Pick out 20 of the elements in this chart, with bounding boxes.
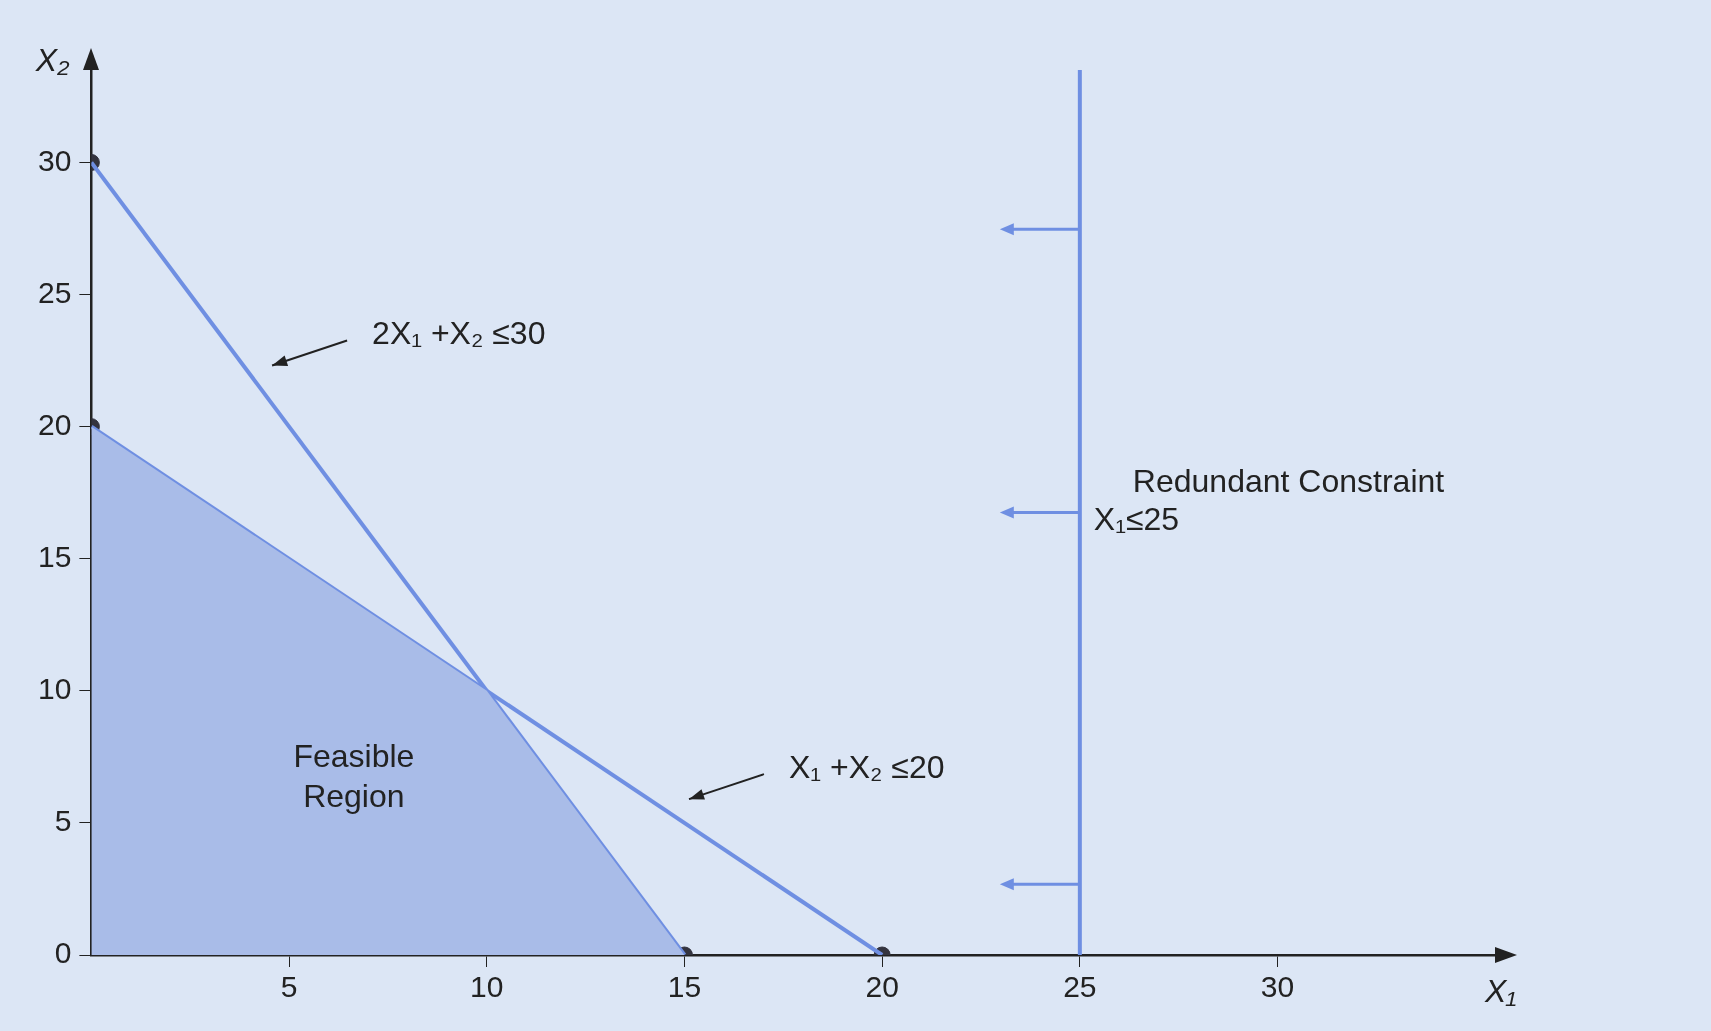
x-tick-label: 25: [1063, 970, 1097, 1004]
y-tick-label: 10: [37, 672, 72, 706]
y-tick-label: 0: [54, 936, 72, 970]
y-tick-label: 5: [54, 804, 72, 838]
y-tick-label: 25: [37, 275, 72, 309]
x-tick-label: 5: [280, 970, 298, 1004]
annotation: Feasible Region: [293, 737, 415, 814]
y-axis-title: X₂: [34, 41, 70, 78]
y-tick-label: 15: [37, 540, 72, 573]
x-tick-label: 10: [470, 970, 504, 1004]
x-axis-title: X₁: [1484, 972, 1517, 1009]
x-tick-label: 20: [865, 970, 899, 1004]
y-tick-label: 30: [37, 143, 72, 177]
x-tick-label: 15: [667, 970, 702, 1004]
y-tick-label: 20: [37, 407, 72, 441]
annotation: Redundant Constraint: [1132, 463, 1445, 500]
ref-line-label: X₁≤25: [1093, 501, 1180, 538]
x-tick-label: 30: [1260, 970, 1295, 1004]
annotation: 2X₁ +X₂ ≤30: [372, 315, 546, 352]
annotation: X₁ +X₂ ≤20: [788, 748, 945, 785]
